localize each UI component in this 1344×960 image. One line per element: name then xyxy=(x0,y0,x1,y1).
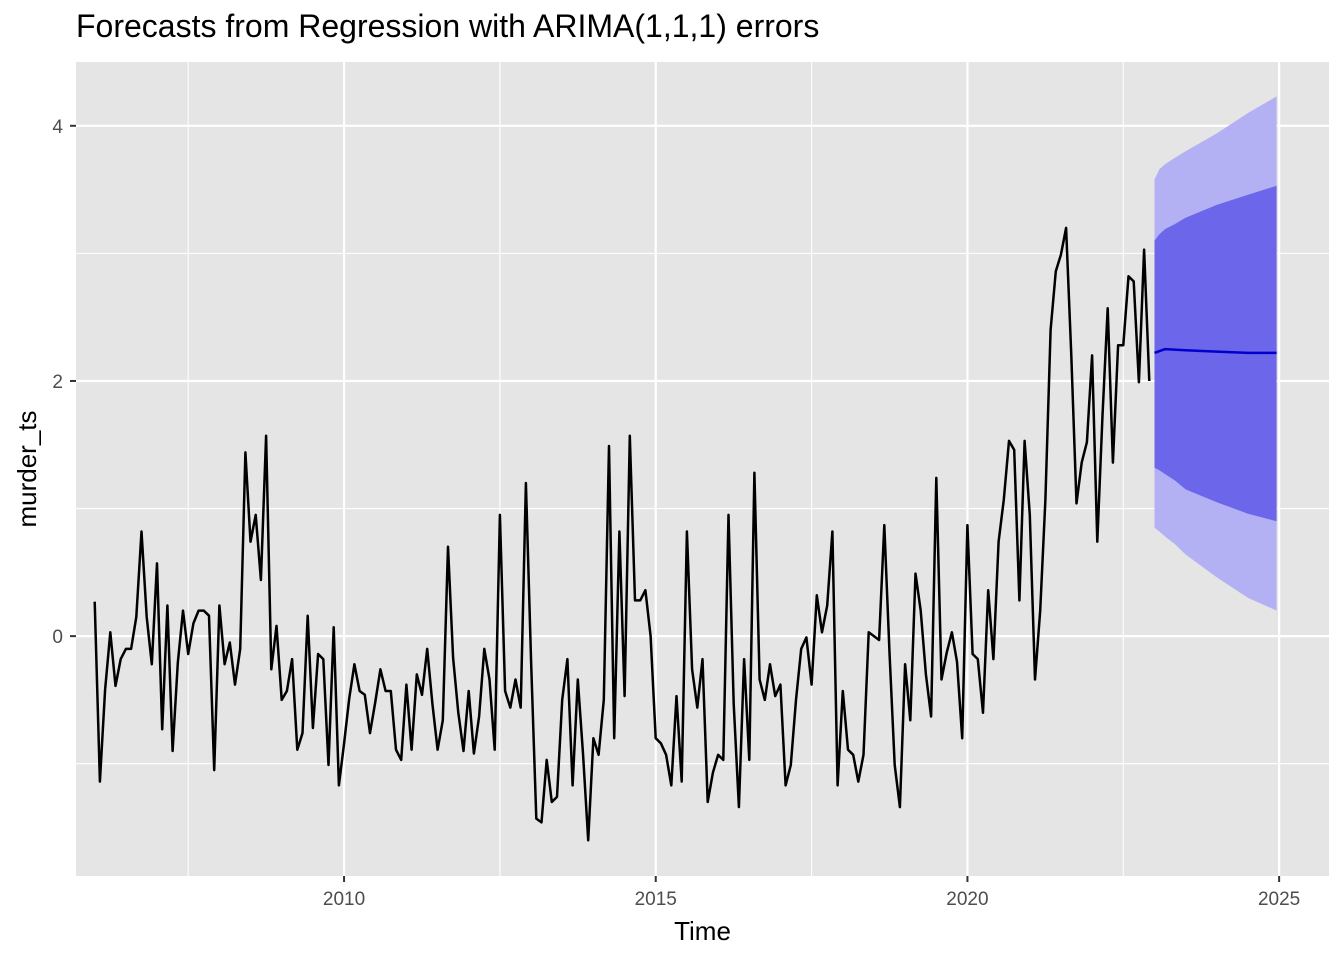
minor-gridlines xyxy=(76,62,1329,876)
x-tick-label: 2020 xyxy=(946,889,988,910)
y-axis-title: murder_ts xyxy=(12,410,42,527)
forecast-line xyxy=(1154,347,1277,355)
series-lines xyxy=(93,226,1277,842)
pi80-band xyxy=(1154,185,1277,522)
prediction-intervals xyxy=(1154,96,1277,611)
y-tick-label: 2 xyxy=(52,372,63,393)
y-tick-label: 0 xyxy=(52,627,63,648)
x-tick-label: 2010 xyxy=(323,889,365,910)
axis-ticks xyxy=(70,124,1281,882)
x-tick-label: 2025 xyxy=(1258,889,1300,910)
tick-labels: 2010 2015 2020 2025 0 2 4 xyxy=(52,117,1300,910)
chart-title: Forecasts from Regression with ARIMA(1,1… xyxy=(76,8,820,44)
historical-series-line xyxy=(93,226,1151,842)
x-axis-title: Time xyxy=(674,916,731,946)
panel-background xyxy=(76,62,1329,876)
y-tick-label: 4 xyxy=(52,117,63,138)
x-tick-label: 2015 xyxy=(635,889,677,910)
